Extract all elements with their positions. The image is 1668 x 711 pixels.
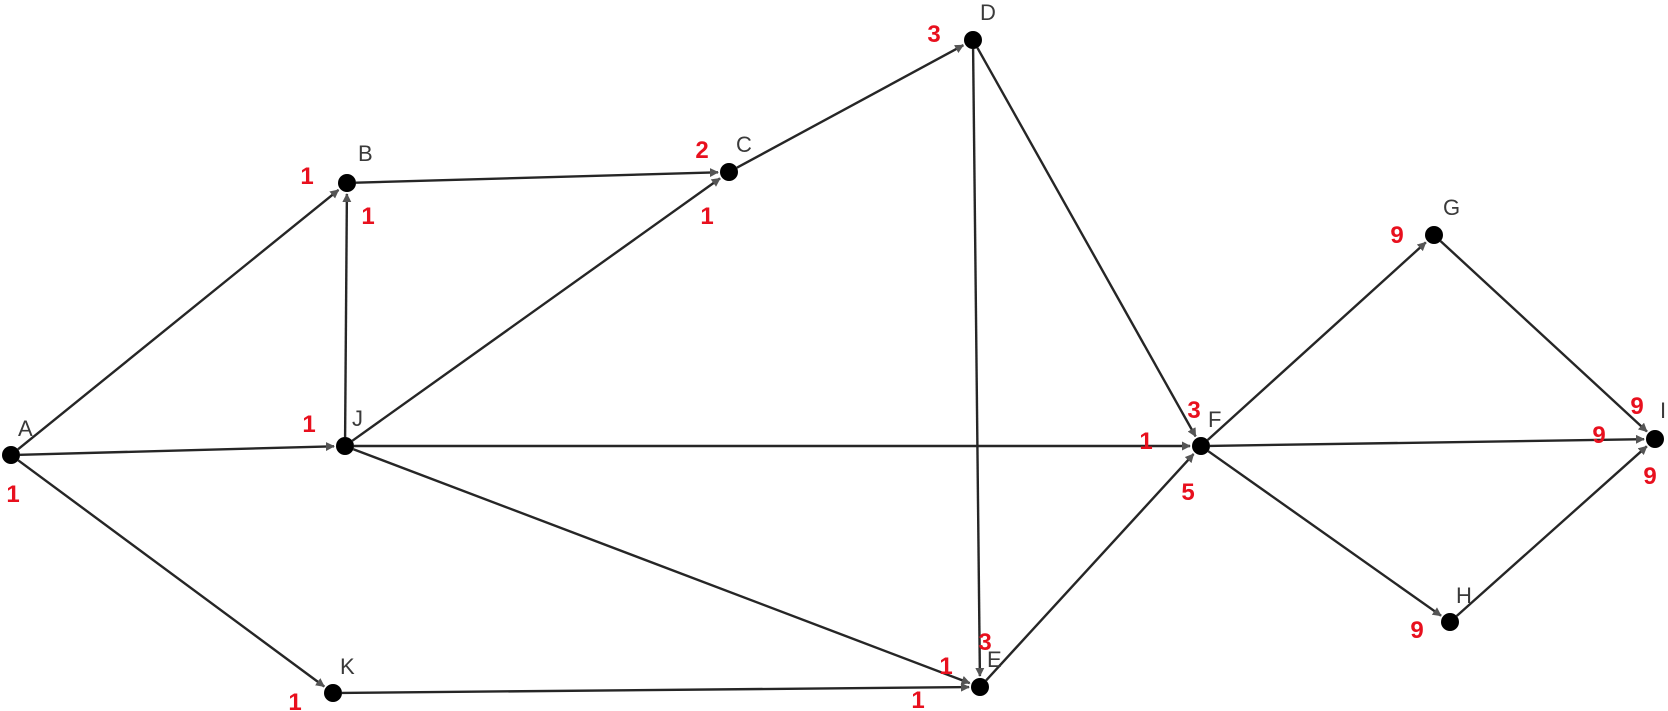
node-i — [1646, 430, 1664, 448]
edge-f-to-h — [1207, 450, 1442, 617]
node-f — [1192, 437, 1210, 455]
edge-a-to-j — [19, 442, 335, 456]
node-labels-layer: A B C D E F G H I J K — [18, 0, 1666, 679]
edge-j-to-b — [342, 193, 352, 438]
number-label-e3: 1 — [911, 687, 924, 711]
number-label-i1: 9 — [1630, 393, 1643, 420]
number-label-i3: 9 — [1643, 463, 1656, 490]
node-label-c: C — [736, 132, 752, 157]
node-c — [720, 163, 738, 181]
edge-a-to-k — [17, 459, 325, 688]
number-label-k: 1 — [288, 689, 301, 711]
number-label-d: 3 — [927, 21, 940, 48]
number-label-e2: 3 — [978, 629, 991, 656]
edge-j-to-e — [352, 448, 971, 685]
edges-layer — [17, 44, 1648, 695]
number-label-b2: 1 — [361, 203, 374, 230]
number-label-a: 1 — [6, 481, 19, 508]
edge-c-to-d — [736, 44, 965, 169]
edge-f-to-g — [1206, 241, 1427, 441]
number-label-c1: 2 — [695, 137, 708, 164]
edge-d-to-e — [971, 48, 985, 677]
node-h — [1441, 613, 1459, 631]
number-label-f2: 1 — [1139, 428, 1152, 455]
number-label-g: 9 — [1390, 222, 1403, 249]
node-label-j: J — [352, 406, 363, 431]
node-label-h: H — [1456, 583, 1472, 608]
node-label-f: F — [1208, 407, 1221, 432]
node-label-b: B — [358, 141, 373, 166]
nodes-layer — [2, 31, 1664, 702]
node-g — [1425, 226, 1443, 244]
edge-f-to-i — [1209, 434, 1645, 448]
node-e — [971, 678, 989, 696]
number-label-e1: 1 — [939, 653, 952, 680]
edge-k-to-e — [341, 682, 970, 695]
node-d — [964, 31, 982, 49]
edge-a-to-b — [17, 188, 340, 451]
node-a — [2, 446, 20, 464]
number-label-b1: 1 — [300, 163, 313, 190]
edge-h-to-i — [1455, 445, 1648, 617]
edge-d-to-f — [976, 47, 1197, 438]
number-label-j: 1 — [302, 411, 315, 438]
edge-b-to-c — [355, 168, 719, 184]
node-label-g: G — [1443, 195, 1460, 220]
node-k — [324, 684, 342, 702]
edge-j-to-c — [351, 177, 721, 442]
number-label-c2: 1 — [700, 203, 713, 230]
node-label-e: E — [987, 647, 1002, 672]
number-label-f3: 5 — [1181, 479, 1194, 506]
node-label-k: K — [340, 654, 355, 679]
edge-g-to-i — [1439, 240, 1648, 433]
node-b — [338, 174, 356, 192]
number-label-i2: 9 — [1592, 422, 1605, 449]
number-label-h: 9 — [1410, 617, 1423, 644]
number-label-f1: 3 — [1187, 397, 1200, 424]
edge-e-to-f — [985, 453, 1195, 682]
node-j — [336, 437, 354, 455]
node-label-d: D — [980, 0, 996, 25]
node-label-i: I — [1660, 398, 1666, 423]
node-label-a: A — [18, 416, 33, 441]
